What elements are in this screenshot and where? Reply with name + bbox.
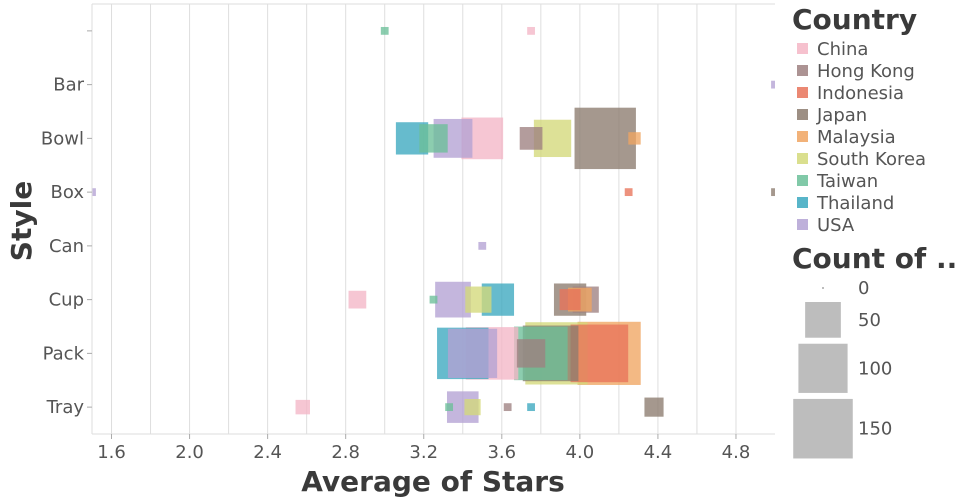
size-legend-label: 100 (858, 358, 892, 379)
size-legend-label: 150 (858, 419, 892, 440)
data-point-china (295, 399, 310, 415)
data-point-hong-kong (516, 339, 546, 368)
legend-label-japan: Japan (816, 105, 867, 126)
marks-layer (92, 26, 775, 423)
data-point-japan (644, 397, 664, 417)
axis-layer: 1.6 2.0 2.4 2.8 3.2 3.6 4.0 4.4 4.8 Bar Bowl Box Can… (41, 4, 775, 463)
y-tick-label: Pack (43, 343, 85, 364)
legend-swatch-malaysia (797, 131, 808, 142)
color-legend-title: Country (792, 3, 917, 36)
data-points (92, 26, 775, 423)
y-tick-label: Tray (46, 397, 85, 418)
data-point-usa (478, 241, 487, 250)
data-point-japan (771, 188, 775, 197)
x-axis-title: Average of Stars (301, 465, 564, 498)
y-tick-label: Can (49, 236, 84, 257)
x-tick-label: 2.0 (175, 442, 204, 463)
legend-swatch-china (797, 43, 808, 54)
legend-label-south-korea: South Korea (817, 149, 926, 170)
legend-swatch-hong-kong (797, 65, 808, 76)
legend-swatch-indonesia (797, 87, 808, 98)
y-tick-label: Bar (53, 75, 84, 96)
y-tick-label: Box (51, 182, 85, 203)
size-legend-swatch (805, 302, 841, 338)
legend-label-indonesia: Indonesia (817, 83, 904, 104)
legend-swatch-usa (797, 219, 808, 230)
legend-swatch-japan (797, 109, 808, 120)
data-point-china (348, 290, 367, 309)
size-legend-swatch (798, 343, 848, 393)
data-point-taiwan (429, 295, 438, 304)
x-tick-label: 4.4 (644, 442, 673, 463)
legend-label-taiwan: Taiwan (816, 171, 878, 192)
x-tick-label: 4.0 (566, 442, 595, 463)
data-point-japan (574, 107, 636, 170)
y-tick-label: Bowl (41, 128, 84, 149)
data-point-hong-kong (503, 403, 512, 412)
legend-swatch-taiwan (797, 175, 808, 186)
size-legend-label: 50 (858, 310, 881, 331)
data-point-taiwan (445, 403, 454, 412)
legend-label-usa: USA (817, 215, 855, 236)
legend-label-hong-kong: Hong Kong (817, 61, 915, 82)
data-point-indonesia (559, 289, 581, 311)
data-point-taiwan (380, 26, 389, 35)
data-point-south-korea (465, 286, 492, 313)
y-tick-label: Cup (49, 290, 84, 311)
size-legend-label: 0 (858, 278, 869, 299)
legend-label-thailand: Thailand (816, 193, 894, 214)
data-point-malaysia (628, 132, 641, 145)
data-point-indonesia (624, 188, 633, 197)
data-point-usa (92, 188, 96, 197)
size-legend-swatch (822, 287, 824, 289)
grid-layer (92, 3, 775, 434)
x-tick-label: 3.2 (409, 442, 438, 463)
data-point-thailand (527, 403, 535, 412)
x-tick-label: 1.6 (97, 442, 126, 463)
legend-label-malaysia: Malaysia (817, 127, 896, 148)
x-tick-label: 3.6 (487, 442, 516, 463)
data-point-taiwan (419, 124, 448, 153)
size-legend-swatch (793, 398, 853, 459)
data-point-south-korea (464, 399, 481, 416)
x-tick-label: 2.8 (331, 442, 360, 463)
legend-swatch-south-korea (797, 153, 808, 164)
data-point-usa (447, 328, 498, 378)
data-point-china (527, 26, 535, 35)
data-point-usa (771, 80, 775, 89)
size-legend-entries: 0 50 100 150 (793, 278, 892, 459)
legend-swatch-thailand (797, 197, 808, 208)
legend-label-china: China (817, 39, 868, 60)
data-point-hong-kong (519, 127, 543, 150)
x-tick-label: 4.8 (722, 442, 751, 463)
data-point-indonesia (570, 324, 629, 383)
y-axis-title: Style (5, 181, 38, 261)
x-tick-label: 2.4 (253, 442, 282, 463)
data-point-usa (435, 281, 471, 318)
size-legend-title: Count of ... (792, 242, 960, 275)
